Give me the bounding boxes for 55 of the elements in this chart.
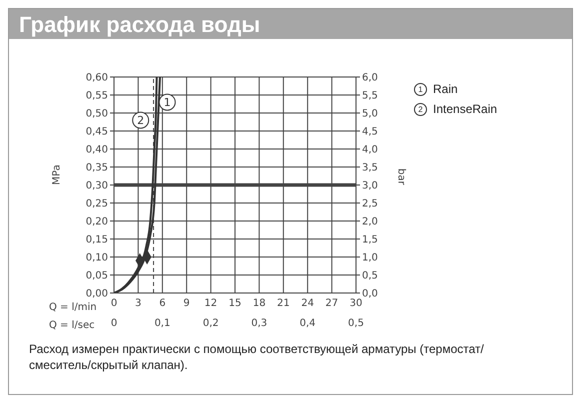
x-tick-label: 18	[252, 298, 266, 310]
x2-tick-label: 0,2	[202, 318, 219, 330]
y-tick-label: 0,05	[86, 270, 108, 282]
x-tick-label: 0	[110, 298, 118, 310]
y2-tick-label: 5,5	[362, 90, 378, 102]
y-tick-label: 0,20	[86, 216, 108, 228]
legend-label: Rain	[433, 81, 458, 98]
y-tick-label: 0,45	[86, 126, 108, 138]
y2-tick-label: 3,5	[362, 162, 378, 174]
text: Расход измерен практически с помощью соответствующей арматуры (термостат/смеситель/скрытый клапан).	[29, 341, 485, 373]
chart-title: График расхода воды	[9, 9, 572, 39]
y2-tick-label: 4,5	[362, 126, 378, 138]
x-tick-label: 27	[325, 298, 338, 310]
y-tick-label: 0,15	[86, 234, 108, 246]
y-tick-label: 0,40	[86, 144, 108, 156]
annotation: 1	[164, 96, 171, 110]
y-axis-title: MPa	[52, 164, 63, 185]
text: 1	[418, 84, 423, 94]
y2-tick-label: 2,0	[362, 216, 378, 228]
y-tick-label: 0,35	[86, 162, 108, 174]
x2-axis-title: Q = l/sec	[49, 320, 95, 331]
y-tick-label: 0,30	[86, 180, 108, 192]
y-tick-label: 0,55	[86, 90, 108, 102]
x-tick-label: 6	[159, 298, 166, 310]
x2-tick-label: 0,4	[300, 318, 316, 330]
y-tick-label: 0,00	[86, 288, 108, 300]
y2-tick-label: 1,0	[362, 252, 378, 264]
x-tick-label: 3	[135, 298, 142, 310]
x2-tick-label: 0,5	[348, 318, 364, 330]
x-tick-label: 9	[183, 298, 190, 310]
y2-tick-label: 3,0	[362, 180, 378, 192]
y-tick-label: 0,50	[86, 108, 108, 120]
x-tick-label: 24	[301, 298, 314, 310]
y-tick-label: 0,25	[86, 198, 108, 210]
y2-tick-label: 5,0	[362, 108, 378, 120]
y2-tick-label: 1,5	[362, 234, 378, 246]
y-tick-label: 0,60	[86, 72, 108, 84]
x2-tick-label: 0,3	[251, 318, 268, 330]
x-tick-label: 21	[277, 298, 290, 310]
x-tick-label: 12	[204, 298, 218, 310]
x-tick-label: 30	[350, 298, 362, 310]
x-axis-title: Q = l/min	[49, 302, 97, 313]
x-tick-label: 15	[228, 298, 242, 310]
y2-tick-label: 2,5	[362, 198, 378, 210]
y2-tick-label: 6,0	[362, 72, 378, 84]
y2-axis-title: bar	[395, 168, 406, 186]
y-tick-label: 0,10	[86, 252, 108, 264]
legend-label: IntenseRain	[433, 101, 498, 118]
annotation: 2	[137, 114, 144, 128]
x2-tick-label: 0,1	[154, 318, 170, 330]
y2-tick-label: 0,0	[362, 288, 378, 300]
y2-tick-label: 4,0	[362, 144, 378, 156]
x2-tick-label: 0	[110, 318, 118, 330]
y2-tick-label: 0,5	[362, 270, 378, 282]
text: 2	[418, 104, 423, 114]
